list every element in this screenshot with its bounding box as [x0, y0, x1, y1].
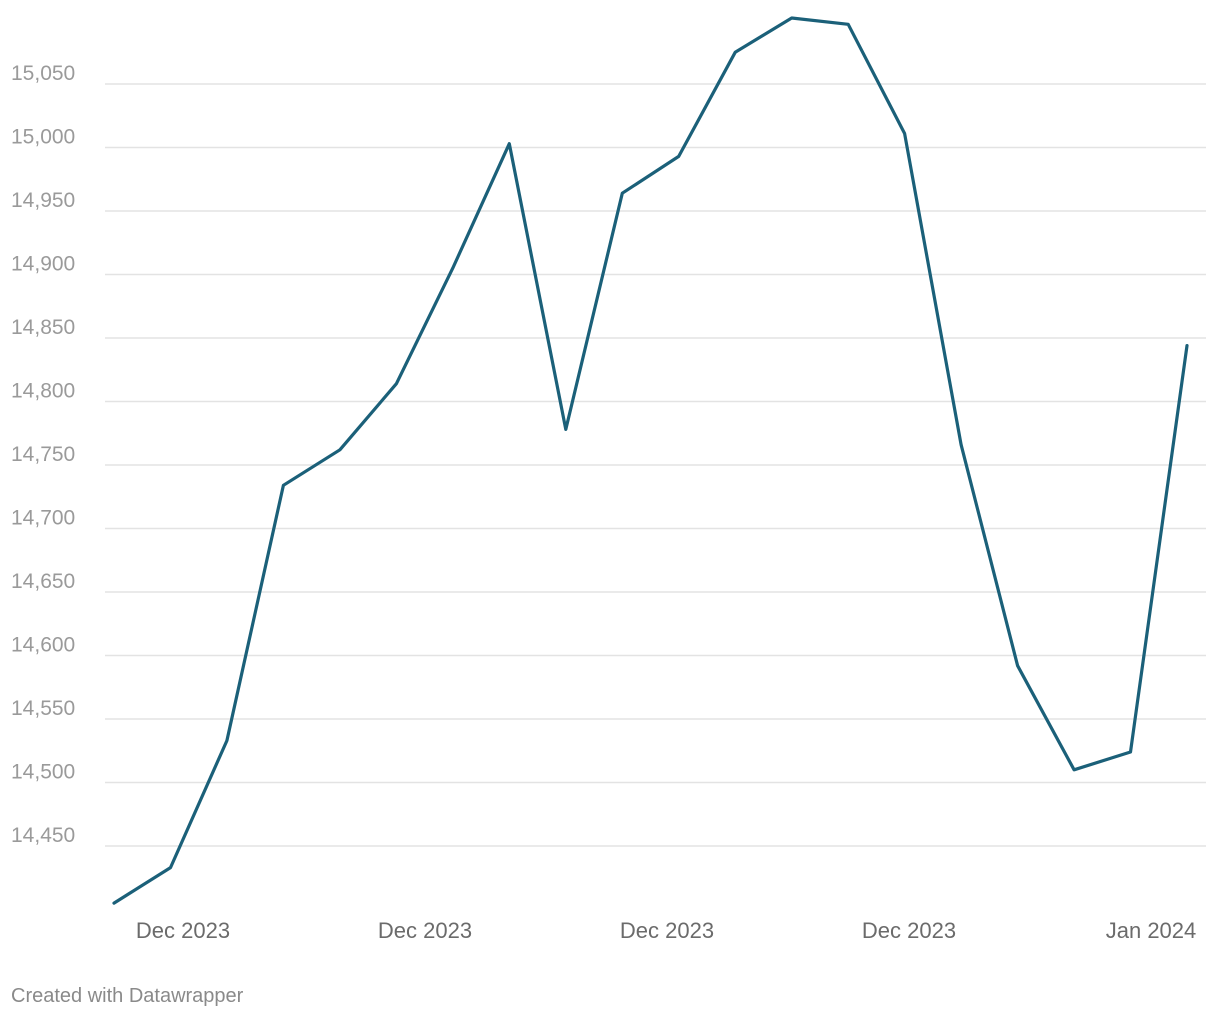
y-tick-label: 14,900: [11, 253, 75, 276]
y-tick-label: 14,650: [11, 570, 75, 593]
y-tick-label: 15,000: [11, 126, 75, 149]
y-tick-label: 14,450: [11, 824, 75, 847]
x-tick-label: Dec 2023: [620, 918, 714, 943]
y-tick-label: 15,050: [11, 62, 75, 85]
series-line: [112, 16, 1189, 905]
y-axis-ticks: 14,450 14,500 14,550 14,600 14,650 14,700 14,7…: [11, 62, 75, 847]
y-tick-label: 14,850: [11, 316, 75, 339]
x-tick-label: Dec 2023: [862, 918, 956, 943]
x-tick-label: Dec 2023: [136, 918, 230, 943]
y-tick-label: 14,750: [11, 443, 75, 466]
gridlines: [105, 83, 1206, 847]
series-layer: [112, 16, 1189, 905]
x-tick-label: Jan 2024: [1106, 918, 1197, 943]
y-tick-label: 14,950: [11, 189, 75, 212]
y-tick-label: 14,600: [11, 634, 75, 657]
y-tick-label: 14,550: [11, 697, 75, 720]
credit-text: Created with Datawrapper: [11, 985, 244, 1007]
y-tick-label: 14,800: [11, 380, 75, 403]
y-tick-label: 14,500: [11, 761, 75, 784]
x-axis-ticks: Dec 2023 Dec 2023 Dec 2023 Dec 2023 Jan 2024: [136, 918, 1196, 943]
x-tick-label: Dec 2023: [378, 918, 472, 943]
y-tick-label: 14,700: [11, 507, 75, 530]
